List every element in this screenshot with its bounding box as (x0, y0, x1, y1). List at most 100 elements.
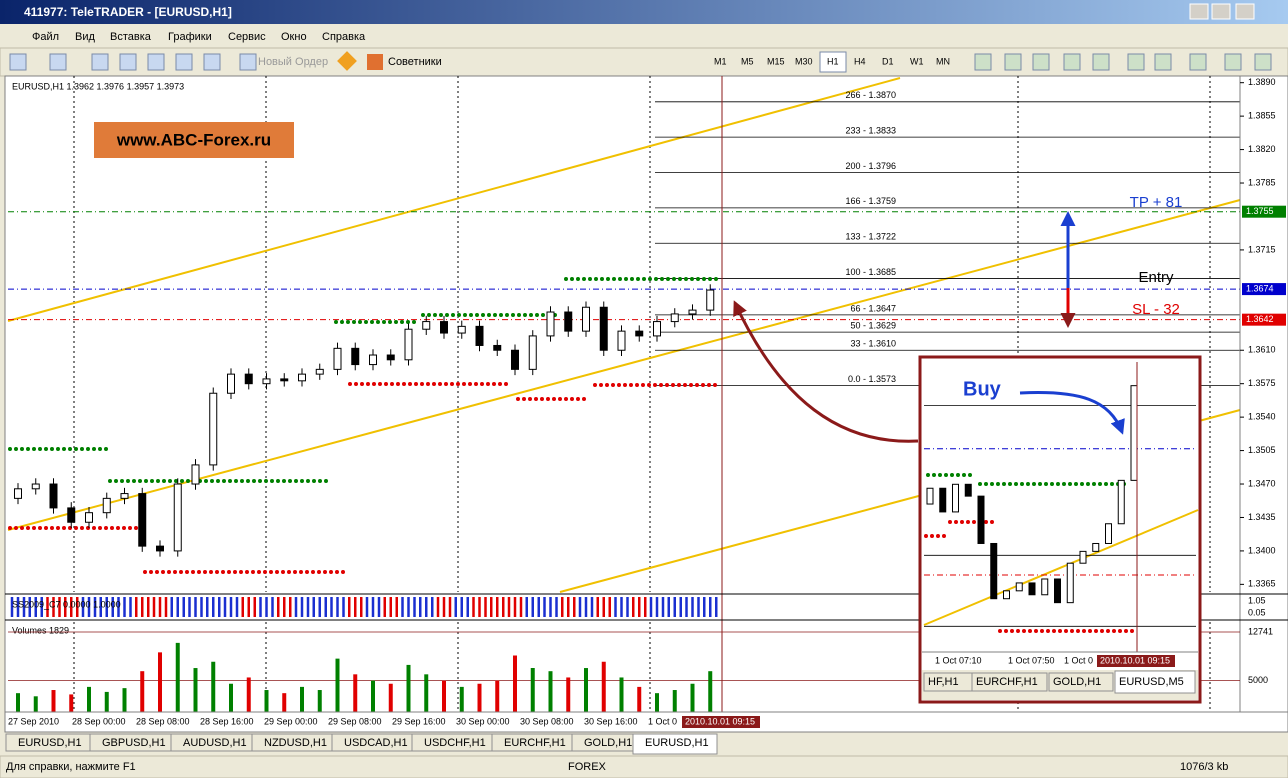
timeframe-button[interactable]: M1 (714, 56, 727, 66)
inset-tab-label: EURUSD,M5 (1119, 676, 1184, 688)
inset-tab[interactable] (971, 672, 1048, 692)
candle-body (262, 378, 271, 385)
candle-body (528, 335, 537, 370)
timeframe-button[interactable]: M5 (741, 56, 754, 66)
toolbar-icon[interactable] (1224, 53, 1242, 71)
toolbar-icon[interactable] (1032, 53, 1050, 71)
tab-label: USDCHF,H1 (424, 737, 486, 749)
timeframe-button[interactable]: M30 (795, 56, 813, 66)
candle-body (209, 392, 218, 466)
inset-candle-body (1092, 542, 1100, 552)
maximize-button[interactable] (1211, 3, 1231, 20)
candle-body (564, 311, 573, 332)
toolbar-icon[interactable] (1154, 53, 1172, 71)
indicator-label: SS2009_C7 0.0000 1.0000 (12, 599, 121, 609)
inset-candle-body (964, 483, 972, 497)
inset-x-tick-label: 1 Oct 07:50 (1008, 655, 1055, 665)
candle-body (244, 373, 253, 385)
candle-body (599, 306, 608, 351)
window-title: 411977: TeleTRADER - [EURUSD,H1] (24, 5, 232, 19)
experts-icon[interactable] (367, 54, 383, 70)
toolbar-icon[interactable] (175, 53, 193, 71)
close-button[interactable] (1235, 3, 1255, 20)
channel-line (7, 77, 901, 322)
menu-item[interactable]: Вставка (110, 31, 152, 43)
toolbar-icon[interactable] (1127, 53, 1145, 71)
inset-tab[interactable] (1048, 672, 1114, 692)
warning-icon[interactable] (337, 51, 357, 71)
inset-candle-body (1130, 385, 1138, 481)
candle-body (120, 493, 129, 499)
x-tick-label: 28 Sep 00:00 (72, 716, 126, 726)
menu-item[interactable]: Сервис (228, 31, 266, 43)
tab-label: NZDUSD,H1 (264, 737, 327, 749)
timeframe-button[interactable]: MN (936, 56, 950, 66)
inset-candle-body (952, 483, 959, 513)
toolbar-icon[interactable] (1189, 53, 1207, 71)
timeframe-button[interactable]: D1 (882, 56, 894, 66)
toolbar-icon[interactable] (147, 53, 165, 71)
toolbar-icon[interactable] (1092, 53, 1110, 71)
toolbar-icon[interactable] (239, 53, 257, 71)
menu-item[interactable]: Графики (168, 31, 212, 43)
chart-tabs: EURUSD,H1 GBPUSD,H1 AUDUSD,H1 NZDUSD,H1 USDC… (0, 733, 1288, 755)
current-time-box (682, 716, 760, 728)
x-tick-label: 27 Sep 2010 (8, 716, 59, 726)
tab[interactable] (632, 733, 718, 755)
x-tick-label: 30 Sep 08:00 (520, 716, 574, 726)
toolbar-icon[interactable] (203, 53, 221, 71)
inset-time-label: 2010.10.01 09:15 (1100, 655, 1170, 665)
inset-candle-body (1117, 479, 1125, 525)
price-level-label: 1.3755 (1246, 206, 1274, 216)
volumes-label: Volumes 1829 (12, 625, 69, 635)
minimize-button[interactable] (1189, 3, 1209, 20)
new-order-button[interactable]: Новый Ордер (258, 56, 328, 68)
fib-label: 66 - 1.3647 (850, 303, 896, 313)
fib-label: 266 - 1.3870 (845, 90, 896, 100)
toolbar-icon[interactable] (49, 53, 67, 71)
timeframe-active (819, 51, 847, 73)
inset-x-tick-label: 1 Oct 07:10 (935, 655, 982, 665)
candle-body (369, 354, 377, 366)
experts-button[interactable]: Советники (388, 56, 442, 68)
candle-body (422, 321, 431, 330)
candle-body (386, 354, 395, 361)
tab-label: AUDUSD,H1 (183, 737, 247, 749)
menu-bar: Файл Вид Вставка Графики Сервис Окно Справка (32, 31, 366, 43)
toolbar-icon[interactable] (1004, 53, 1022, 71)
timeframe-button[interactable]: W1 (910, 56, 924, 66)
toolbar-icon[interactable] (1063, 53, 1081, 71)
timeframe-button[interactable]: M15 (767, 56, 785, 66)
inset-tab[interactable] (1114, 670, 1196, 694)
toolbar-icon[interactable] (91, 53, 109, 71)
candle-body (298, 373, 306, 382)
status-profile: FOREX (568, 761, 607, 773)
timeframe-button[interactable]: H1 (827, 56, 839, 66)
menu-item[interactable]: Справка (322, 31, 366, 43)
x-tick-label: 28 Sep 08:00 (136, 716, 190, 726)
toolbar-icon[interactable] (119, 53, 137, 71)
inset-channel-line (923, 509, 1199, 626)
inset-candle-body (990, 542, 998, 600)
candle-body (404, 328, 413, 361)
menu-item[interactable]: Окно (281, 31, 307, 43)
inset-x-tick-label: 1 Oct 0 (1064, 655, 1093, 665)
candle-body (138, 493, 147, 547)
toolbar-icon[interactable] (1254, 53, 1272, 71)
menu-item[interactable]: Файл (32, 31, 59, 43)
volume-tick-label: 12741 (1248, 626, 1273, 636)
volume-tick-label: 5000 (1248, 675, 1268, 685)
price-axis (1239, 75, 1288, 713)
status-help: Для справки, нажмите F1 (6, 761, 136, 773)
toolbar-icon[interactable] (9, 53, 27, 71)
fib-label: 166 - 1.3759 (845, 196, 896, 206)
candle-body (653, 321, 661, 337)
inset-tab-label: GOLD,H1 (1053, 676, 1101, 688)
menu-item[interactable]: Вид (75, 31, 95, 43)
timeframe-button[interactable]: H4 (854, 56, 866, 66)
tab-label: USDCAD,H1 (344, 737, 408, 749)
candle-body (156, 545, 164, 552)
fib-label: 200 - 1.3796 (845, 161, 896, 171)
toolbar-icon[interactable] (974, 53, 992, 71)
